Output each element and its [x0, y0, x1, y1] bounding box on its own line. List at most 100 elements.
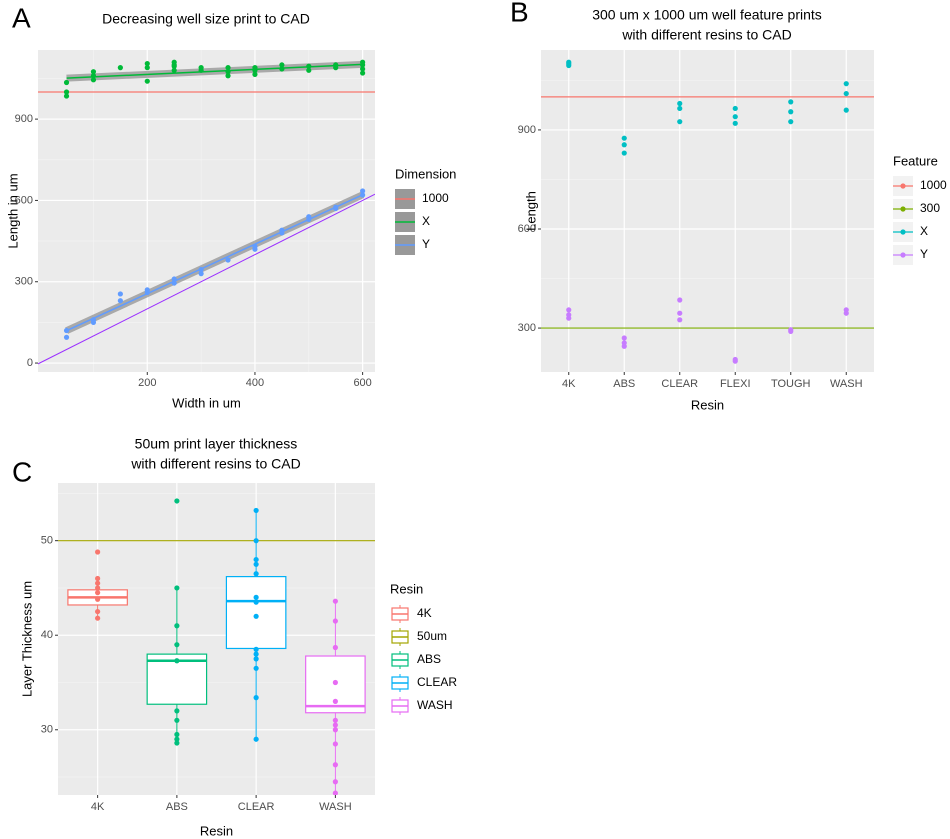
- chart-title: with different resins to CAD: [130, 456, 300, 472]
- point: [253, 561, 259, 567]
- point: [566, 307, 572, 313]
- point: [332, 779, 338, 785]
- point: [198, 65, 204, 71]
- point: [306, 214, 312, 220]
- chart-title: with different resins to CAD: [621, 27, 791, 43]
- point: [843, 90, 849, 97]
- point: [677, 317, 683, 323]
- point: [95, 575, 101, 582]
- identity-line: [38, 193, 375, 365]
- point: [279, 66, 285, 72]
- y-tick-label: 600: [15, 194, 33, 206]
- point: [253, 646, 259, 653]
- legend-label: X: [422, 214, 430, 228]
- point: [332, 618, 338, 624]
- point: [253, 599, 259, 605]
- point: [90, 317, 97, 323]
- point: [95, 615, 101, 621]
- plot-background: [541, 50, 874, 372]
- point: [90, 73, 97, 79]
- x-tick-label: WASH: [830, 378, 863, 390]
- point: [306, 63, 312, 69]
- x-tick-label: CLEAR: [661, 378, 698, 390]
- legend-label: Y: [920, 247, 928, 261]
- point: [621, 142, 627, 148]
- point: [174, 623, 180, 629]
- legend-swatch: [900, 183, 906, 189]
- panel-label: A: [12, 2, 31, 33]
- panel-label: C: [12, 456, 32, 487]
- point: [360, 59, 366, 65]
- x-tick-label: FLEXI: [720, 378, 751, 390]
- x-axis-label: Width in um: [172, 395, 241, 410]
- box: [146, 653, 208, 705]
- plot-area: [58, 498, 375, 795]
- point: [174, 740, 180, 746]
- point: [677, 297, 683, 303]
- point: [174, 731, 180, 738]
- legend-label: X: [920, 224, 928, 238]
- point: [332, 679, 338, 686]
- y-tick-label: 30: [41, 724, 53, 736]
- point: [621, 150, 627, 156]
- box: [225, 575, 287, 650]
- point: [621, 135, 627, 141]
- point: [332, 598, 338, 604]
- x-tick-label: ABS: [166, 801, 188, 813]
- point: [732, 120, 738, 126]
- point: [95, 590, 101, 596]
- point: [95, 549, 101, 555]
- x-tick-label: CLEAR: [238, 801, 275, 813]
- point: [198, 266, 204, 273]
- point: [621, 335, 627, 341]
- point: [171, 276, 177, 282]
- plot-area: [38, 59, 375, 365]
- point: [198, 271, 204, 277]
- point: [279, 227, 285, 233]
- y-tick-label: 900: [518, 124, 536, 136]
- y-tick-label: 600: [518, 223, 536, 235]
- x-tick-label: ABS: [613, 378, 635, 390]
- point: [621, 343, 627, 349]
- point: [252, 65, 258, 71]
- point: [117, 65, 123, 71]
- point: [253, 695, 259, 701]
- point: [732, 356, 738, 363]
- point: [95, 608, 101, 615]
- point: [332, 727, 338, 733]
- point: [174, 717, 180, 723]
- point: [63, 327, 70, 334]
- chart-title: 300 um x 1000 um well feature prints: [592, 7, 822, 23]
- legend-label: CLEAR: [417, 675, 457, 689]
- y-tick-label: 300: [518, 322, 536, 334]
- point: [332, 790, 338, 795]
- x-tick-label: 4K: [91, 801, 105, 813]
- point: [253, 556, 259, 563]
- point: [253, 507, 259, 514]
- point: [788, 99, 794, 105]
- point: [566, 61, 572, 67]
- legend-label: 50um: [417, 629, 447, 643]
- y-tick-label: 300: [15, 276, 33, 288]
- point: [225, 65, 231, 71]
- plot-area: [541, 59, 874, 364]
- y-tick-label: 40: [41, 629, 53, 641]
- point: [788, 327, 794, 333]
- point: [144, 287, 150, 293]
- point: [171, 62, 177, 68]
- legend-title: Resin: [390, 581, 423, 596]
- y-axis-label: Length in um: [5, 173, 20, 248]
- point: [225, 73, 231, 79]
- point: [171, 67, 177, 73]
- point: [63, 93, 70, 99]
- chart-title: 50um print layer thickness: [135, 436, 298, 452]
- point: [117, 298, 123, 304]
- point: [252, 71, 258, 77]
- x-axis-label: Resin: [691, 397, 724, 412]
- legend-label: ABS: [417, 652, 441, 666]
- point: [90, 77, 97, 83]
- point: [333, 204, 339, 210]
- x-tick-label: 4K: [562, 378, 576, 390]
- plot-background: [58, 483, 375, 795]
- point: [174, 708, 180, 714]
